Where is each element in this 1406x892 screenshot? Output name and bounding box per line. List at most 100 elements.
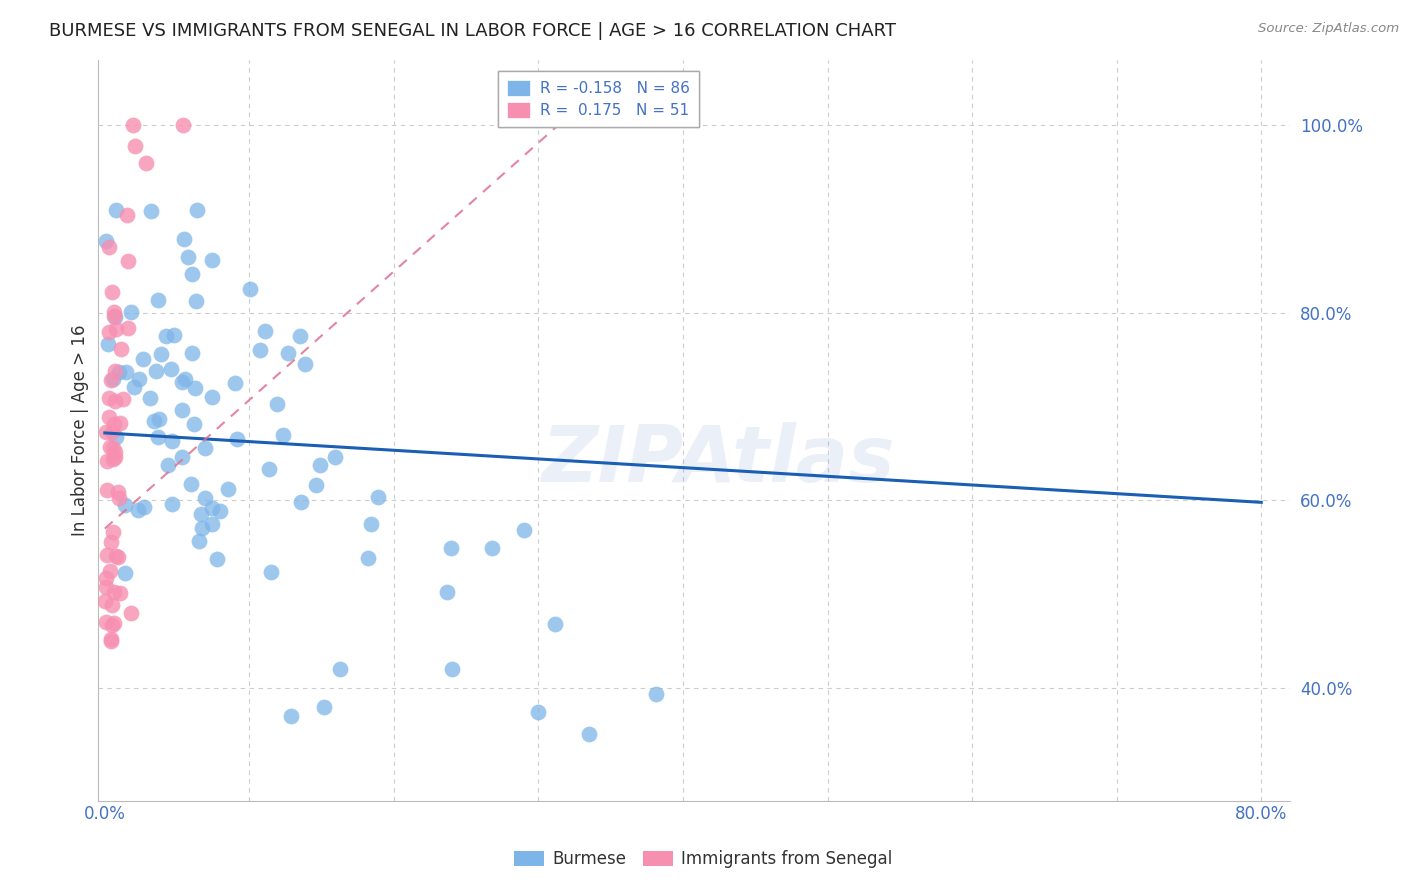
Text: BURMESE VS IMMIGRANTS FROM SENEGAL IN LABOR FORCE | AGE > 16 CORRELATION CHART: BURMESE VS IMMIGRANTS FROM SENEGAL IN LA… [49,22,896,40]
Point [150,347,173,361]
Point [104,430,127,444]
Point [309,458,332,472]
Point [160,434,183,449]
Point [155,329,177,343]
Point [104,310,127,324]
Point [101,617,124,632]
Point [436,585,458,599]
Point [103,450,125,464]
Point [98,325,121,339]
Point [107,549,129,564]
Point [122,380,145,394]
Point [101,425,124,439]
Point [96,615,118,630]
Point [117,321,139,335]
Point [177,250,200,264]
Point [96,483,118,497]
Point [101,451,124,466]
Point [184,294,207,309]
Point [208,504,231,518]
Legend: R = -0.158   N = 86, R =  0.175   N = 51: R = -0.158 N = 86, R = 0.175 N = 51 [498,71,699,128]
Point [360,517,382,532]
Point [98,410,121,425]
Point [94,580,117,594]
Point [288,329,311,343]
Y-axis label: In Labor Force | Age > 16: In Labor Force | Age > 16 [72,325,89,536]
Point [180,267,202,281]
Point [103,585,125,599]
Point [163,327,186,342]
Point [239,283,262,297]
Point [124,139,146,153]
Point [100,634,122,648]
Point [139,391,162,405]
Point [94,571,117,585]
Point [114,498,136,512]
Point [103,417,125,431]
Point [110,416,132,430]
Point [100,285,122,300]
Point [645,687,668,701]
Point [305,478,328,492]
Point [100,373,122,387]
Point [108,491,131,505]
Point [111,392,134,407]
Point [107,485,129,500]
Point [183,417,205,432]
Point [96,235,118,249]
Point [108,586,131,600]
Point [174,372,197,386]
Point [100,534,122,549]
Point [290,495,312,509]
Point [141,204,163,219]
Point [277,346,299,360]
Point [187,534,209,549]
Point [312,699,335,714]
Point [98,564,121,578]
Point [104,394,127,409]
Point [107,365,129,379]
Point [103,305,125,319]
Point [357,551,380,566]
Point [159,362,181,376]
Point [513,523,536,537]
Point [294,357,316,371]
Point [104,444,127,458]
Point [132,500,155,515]
Point [441,662,464,676]
Point [110,342,132,356]
Point [257,462,280,476]
Point [121,118,143,132]
Point [249,343,271,357]
Point [201,516,224,531]
Point [128,372,150,386]
Point [180,476,202,491]
Point [280,709,302,723]
Point [224,376,246,391]
Point [145,364,167,378]
Point [578,726,600,740]
Point [148,411,170,425]
Point [98,240,121,254]
Point [131,351,153,366]
Point [96,548,118,562]
Point [191,521,214,535]
Point [172,375,194,389]
Point [103,310,125,324]
Point [329,662,352,676]
Point [260,566,283,580]
Point [98,440,121,454]
Point [127,503,149,517]
Point [201,500,224,515]
Point [543,617,565,632]
Point [217,482,239,496]
Point [101,372,124,386]
Text: Source: ZipAtlas.com: Source: ZipAtlas.com [1258,22,1399,36]
Point [96,425,118,440]
Legend: Burmese, Immigrants from Senegal: Burmese, Immigrants from Senegal [508,844,898,875]
Point [160,497,183,511]
Point [117,208,139,222]
Point [120,606,142,620]
Point [266,397,288,411]
Point [172,403,194,417]
